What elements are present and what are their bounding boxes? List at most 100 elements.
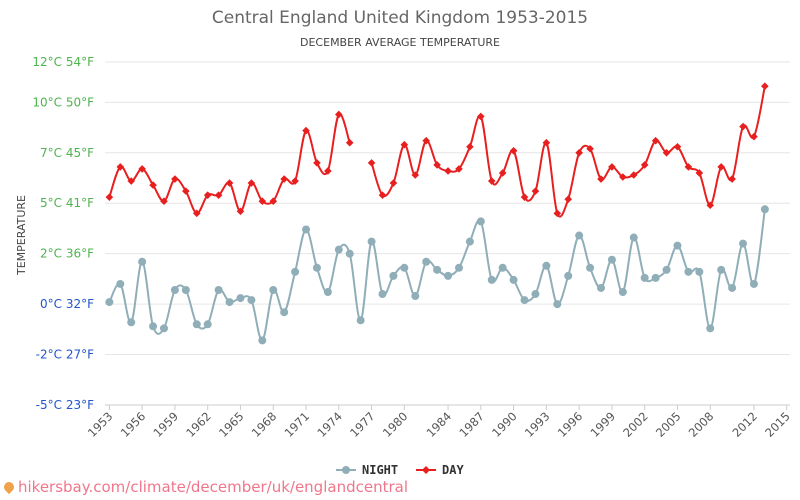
data-point-night[interactable] [236, 294, 245, 303]
data-point-day[interactable] [411, 171, 420, 179]
data-point-night[interactable] [531, 290, 540, 299]
data-point-night[interactable] [411, 292, 420, 301]
data-point-night[interactable] [214, 285, 223, 294]
data-point-night[interactable] [706, 324, 715, 333]
data-point-day[interactable] [291, 177, 299, 185]
data-point-day[interactable] [422, 136, 430, 145]
data-point-night[interactable] [520, 296, 529, 305]
data-point-night[interactable] [116, 279, 125, 288]
data-point-day[interactable] [444, 167, 452, 175]
data-point-night[interactable] [422, 257, 431, 266]
data-point-day[interactable] [116, 163, 125, 171]
data-point-night[interactable] [575, 231, 584, 240]
data-point-night[interactable] [367, 237, 376, 246]
data-point-night[interactable] [476, 217, 485, 226]
data-point-day[interactable] [717, 163, 725, 171]
data-point-day[interactable] [455, 165, 463, 173]
data-point-day[interactable] [247, 179, 256, 187]
data-point-night[interactable] [433, 265, 442, 274]
data-point-day[interactable] [564, 195, 573, 203]
data-point-night[interactable] [509, 275, 518, 284]
data-point-day[interactable] [640, 161, 649, 169]
data-point-day[interactable] [498, 169, 507, 177]
data-point-night[interactable] [662, 265, 671, 274]
data-point-night[interactable] [749, 279, 758, 288]
data-point-day[interactable] [149, 181, 157, 189]
source-link[interactable]: hikersbay.com/climate/december/uk/englan… [1, 478, 408, 496]
data-point-night[interactable] [258, 336, 267, 345]
data-point-night[interactable] [553, 300, 562, 309]
data-point-day[interactable] [389, 179, 398, 187]
data-point-day[interactable] [302, 126, 310, 135]
data-point-day[interactable] [192, 209, 201, 218]
data-point-day[interactable] [225, 179, 234, 187]
data-point-night[interactable] [487, 275, 496, 284]
data-point-day[interactable] [651, 136, 660, 145]
legend-item-day[interactable]: DAY [416, 463, 464, 477]
data-point-night[interactable] [651, 273, 660, 282]
data-point-night[interactable] [302, 225, 311, 234]
data-point-day[interactable] [105, 193, 114, 201]
data-point-day[interactable] [280, 175, 288, 183]
data-point-night[interactable] [454, 263, 463, 272]
data-point-day[interactable] [466, 142, 474, 151]
data-point-night[interactable] [739, 239, 748, 248]
data-point-night[interactable] [356, 316, 365, 325]
data-point-night[interactable] [389, 271, 398, 280]
data-point-day[interactable] [684, 163, 693, 171]
data-point-day[interactable] [619, 173, 627, 181]
data-point-night[interactable] [225, 298, 234, 307]
data-point-night[interactable] [717, 265, 726, 274]
data-point-day[interactable] [662, 148, 671, 157]
data-point-night[interactable] [149, 322, 158, 331]
data-point-day[interactable] [673, 142, 682, 151]
data-point-night[interactable] [170, 285, 179, 294]
data-point-day[interactable] [750, 132, 758, 141]
data-point-night[interactable] [138, 257, 147, 266]
data-point-day[interactable] [597, 175, 605, 183]
data-point-night[interactable] [291, 267, 300, 276]
data-point-day[interactable] [269, 197, 278, 206]
legend[interactable]: NIGHT DAY [336, 463, 464, 477]
data-point-night[interactable] [345, 249, 354, 258]
data-point-day[interactable] [520, 193, 529, 201]
legend-item-night[interactable]: NIGHT [336, 463, 398, 477]
data-point-night[interactable] [323, 288, 332, 297]
data-point-night[interactable] [498, 263, 507, 272]
data-point-day[interactable] [258, 197, 267, 206]
data-point-day[interactable] [761, 82, 769, 91]
data-point-night[interactable] [760, 205, 769, 214]
data-point-night[interactable] [203, 320, 212, 329]
data-point-night[interactable] [269, 285, 278, 294]
data-point-night[interactable] [586, 263, 595, 272]
data-point-day[interactable] [367, 159, 376, 167]
data-point-day[interactable] [739, 122, 747, 131]
data-point-day[interactable] [695, 169, 704, 177]
data-point-day[interactable] [706, 201, 715, 210]
data-point-night[interactable] [728, 283, 737, 292]
data-point-day[interactable] [236, 207, 245, 216]
data-point-night[interactable] [192, 320, 201, 329]
data-point-day[interactable] [324, 167, 332, 175]
data-point-night[interactable] [618, 288, 627, 297]
data-point-day[interactable] [509, 146, 518, 155]
data-point-night[interactable] [640, 273, 649, 282]
data-point-night[interactable] [312, 263, 321, 272]
data-point-day[interactable] [553, 209, 562, 218]
data-point-day[interactable] [531, 187, 540, 195]
data-point-night[interactable] [378, 290, 387, 299]
data-point-day[interactable] [542, 138, 551, 147]
data-point-night[interactable] [673, 241, 682, 250]
data-point-night[interactable] [465, 237, 474, 246]
data-point-night[interactable] [280, 308, 289, 317]
data-point-day[interactable] [203, 191, 212, 199]
data-point-night[interactable] [159, 324, 168, 333]
data-point-day[interactable] [378, 191, 387, 199]
data-point-night[interactable] [629, 233, 638, 242]
data-point-day[interactable] [334, 110, 343, 119]
data-point-night[interactable] [247, 296, 256, 305]
data-point-night[interactable] [181, 285, 190, 294]
data-point-day[interactable] [433, 161, 441, 169]
data-point-day[interactable] [586, 144, 594, 153]
data-point-night[interactable] [105, 298, 114, 307]
